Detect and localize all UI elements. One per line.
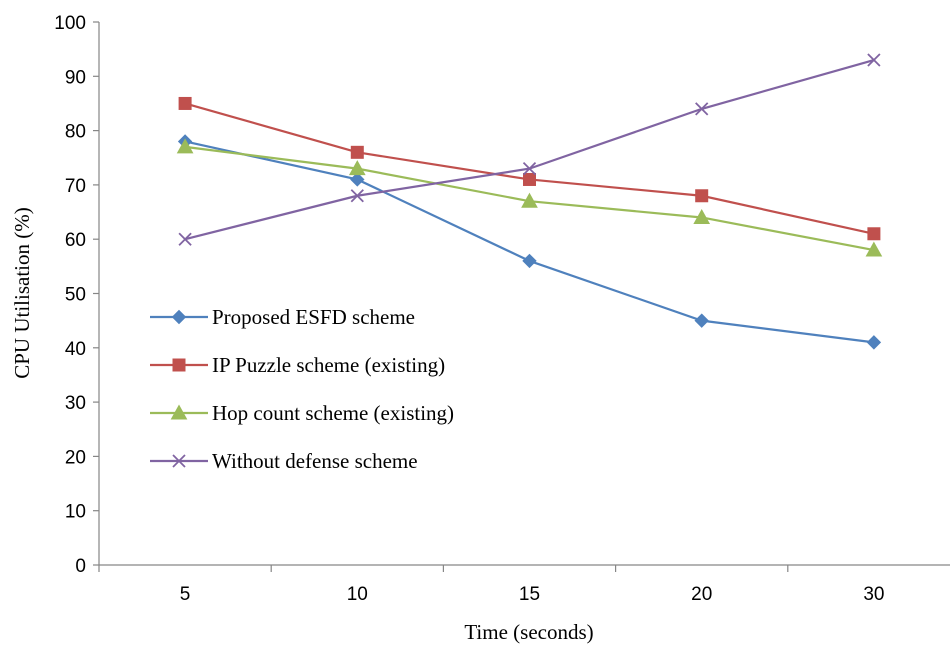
legend-marker [170,404,188,420]
y-axis-title: CPU Utilisation (%) [10,207,34,379]
y-tick-label: 90 [65,67,86,88]
y-tick-label: 70 [65,176,86,197]
y-axis-ticks: 0 10 20 30 40 50 60 70 80 90 100 [54,13,99,577]
legend-item: Proposed ESFD scheme [150,305,415,329]
series-line [184,58,875,241]
y-tick-label: 80 [65,122,86,143]
x-tick-label: 15 [519,584,540,605]
data-point [350,189,364,203]
data-point [694,313,709,328]
legend-label: Proposed ESFD scheme [212,305,415,329]
y-tick-label: 20 [65,447,86,468]
data-point [866,335,882,350]
y-tick-label: 60 [65,230,86,251]
data-point [867,227,881,241]
data-point [867,53,881,67]
data-point [178,232,192,246]
legend-label: IP Puzzle scheme (existing) [212,353,445,377]
data-point [695,102,709,116]
legend-marker [172,454,186,468]
data-point [350,172,365,187]
y-tick-label: 0 [75,556,86,577]
x-axis-title: Time (seconds) [464,620,593,644]
legend-label: Without defense scheme [212,449,418,473]
y-tick-label: 10 [65,502,86,523]
series-layer [176,53,883,350]
series-1 [177,134,882,350]
legend: Proposed ESFD scheme IP Puzzle scheme (ex… [150,305,454,473]
legend-item: Hop count scheme (existing) [150,401,454,425]
y-tick-label: 40 [65,339,86,360]
series-2 [178,96,881,241]
data-point [176,138,194,154]
data-point [348,160,366,176]
series-3 [176,138,883,257]
data-point [350,145,364,159]
x-tick-label: 10 [347,584,368,605]
data-point [693,208,711,224]
data-point [521,192,538,208]
y-tick-label: 30 [65,393,86,414]
legend-marker [171,309,187,325]
data-point [522,253,537,269]
legend-item: IP Puzzle scheme (existing) [150,353,445,377]
legend-label: Hop count scheme (existing) [212,401,454,425]
y-tick-label: 50 [65,285,86,306]
x-axis-ticks: 5 10 15 20 30 [98,565,884,605]
legend-item: Without defense scheme [150,449,418,473]
x-tick-label: 5 [180,584,191,605]
legend-marker [172,358,186,372]
x-tick-label: 20 [691,584,712,605]
y-tick-label: 100 [54,13,86,34]
x-tick-label: 30 [863,584,884,605]
series-4 [178,53,881,246]
data-point [522,161,537,176]
data-point [865,241,883,257]
data-point [695,189,709,203]
data-point [178,96,192,110]
data-point [523,172,536,186]
